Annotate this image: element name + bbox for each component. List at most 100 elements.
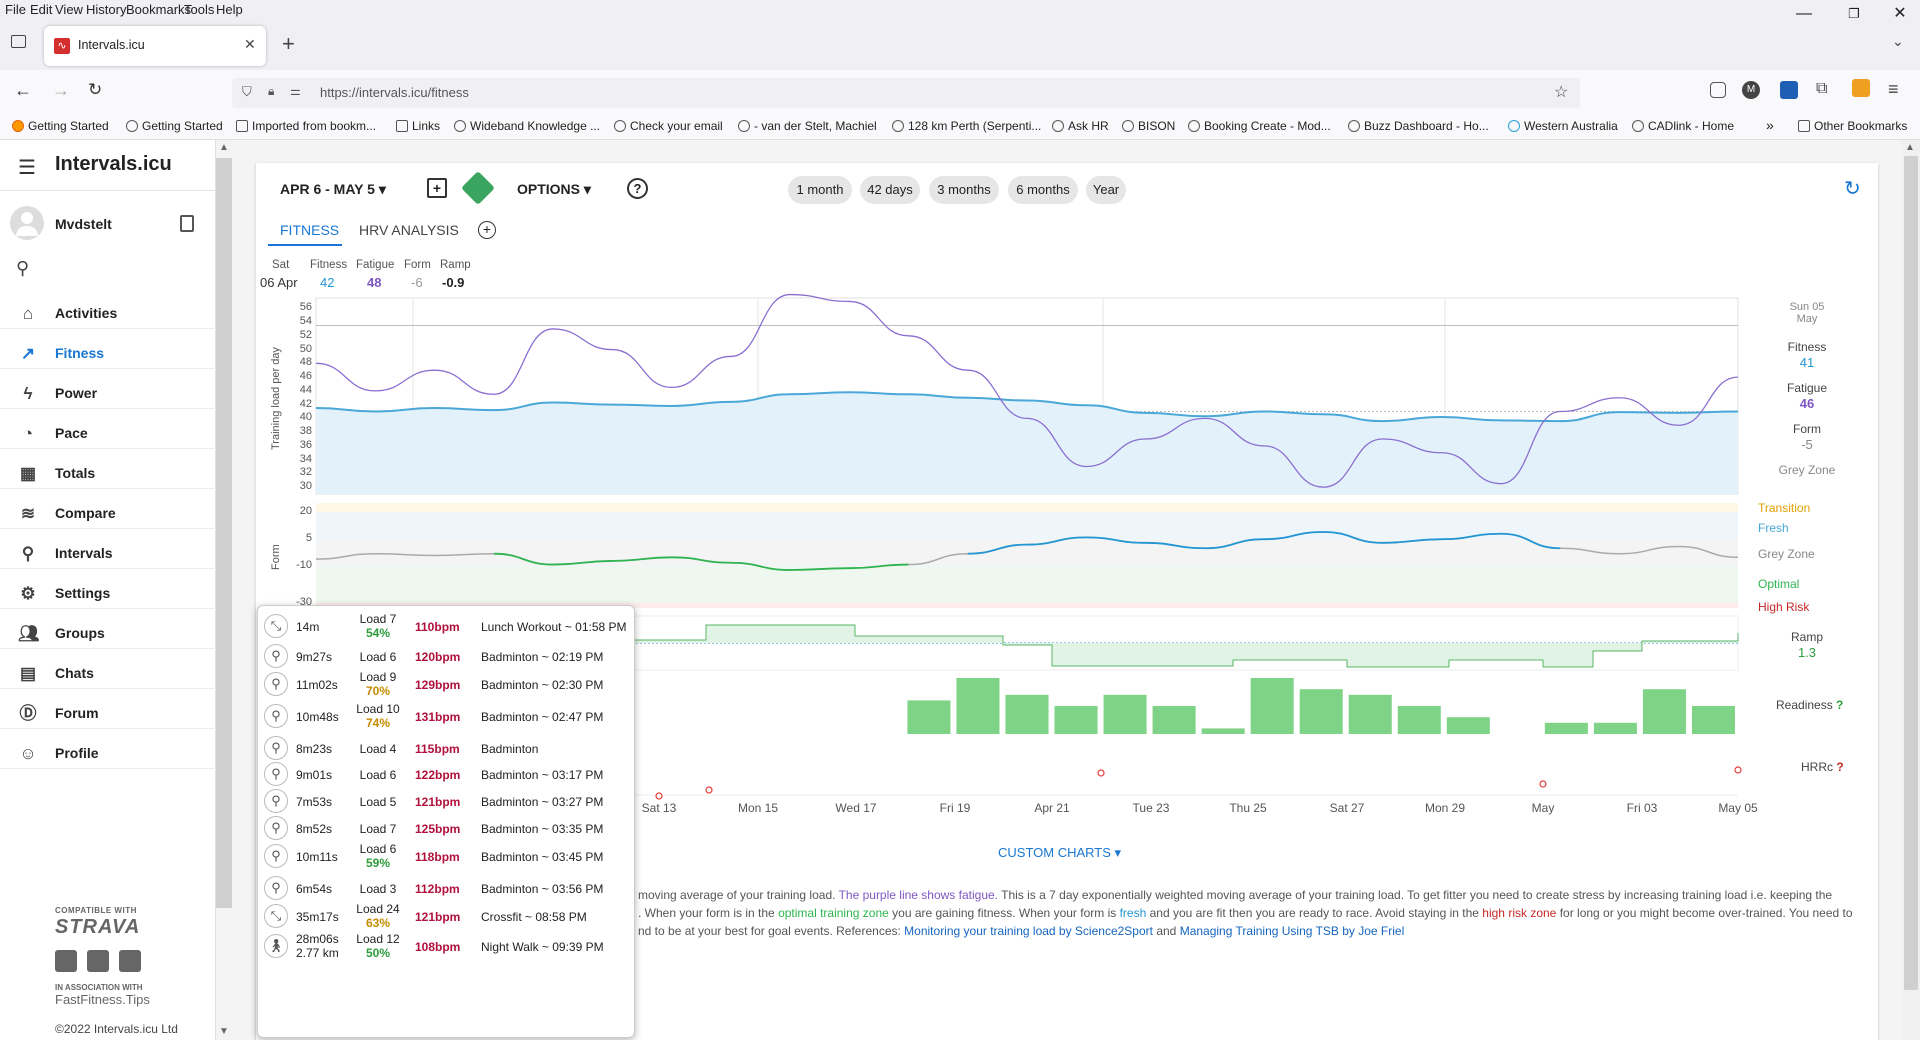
sidebar-item-intervals[interactable]: ⚲ Intervals xyxy=(0,529,216,569)
activity-row[interactable]: ⚲ 10m11s Load 6 59% 118bpm Badminton ~ 03:45 … xyxy=(258,838,636,874)
scroll-thumb[interactable] xyxy=(1904,156,1918,990)
activity-row[interactable]: ⚲ 7m53s Load 5 121bpm Badminton ~ 03:27 PM xyxy=(258,783,636,819)
custom-charts-button[interactable]: CUSTOM CHARTS ▾ xyxy=(998,845,1122,860)
notes-icon[interactable] xyxy=(180,215,194,232)
activity-name[interactable]: Night Walk ~ 09:39 PM xyxy=(481,940,604,954)
sidebar-item-power[interactable]: ϟ Power xyxy=(0,369,216,409)
menu-history[interactable]: History xyxy=(86,2,127,17)
bookmark-folder[interactable]: Imported from bookm... xyxy=(236,119,376,133)
hrrc-help-icon[interactable]: ? xyxy=(1836,760,1844,774)
sidebar-item-forum[interactable]: Ⓓ Forum xyxy=(0,689,216,729)
activity-row[interactable]: ⚲ 9m27s Load 6 120bpm Badminton ~ 02:19 PM xyxy=(258,638,636,674)
bookmark-item[interactable]: - van der Stelt, Machiel xyxy=(738,119,877,133)
menu-file[interactable]: File xyxy=(5,2,26,17)
bookmark-item[interactable]: Buzz Dashboard - Ho... xyxy=(1348,119,1489,133)
menu-view[interactable]: View xyxy=(55,2,83,17)
activity-name[interactable]: Badminton ~ 02:19 PM xyxy=(481,650,604,664)
sidebar-item-groups[interactable]: 👥︎ Groups xyxy=(0,609,216,649)
activity-name[interactable]: Badminton ~ 02:47 PM xyxy=(481,710,604,724)
sidebar-item-activities[interactable]: ⌂ Activities xyxy=(0,289,216,329)
bookmark-item[interactable]: Wideband Knowledge ... xyxy=(454,119,600,133)
bookmark-item[interactable]: 128 km Perth (Serpenti... xyxy=(892,119,1041,133)
bookmark-item[interactable]: Ask HR xyxy=(1052,119,1109,133)
app-menu-icon[interactable]: ≡ xyxy=(1888,79,1899,99)
activity-row[interactable]: ⚲ 6m54s Load 3 112bpm Badminton ~ 03:56 PM xyxy=(258,870,636,906)
sidebar-item-totals[interactable]: ▦ Totals xyxy=(0,449,216,489)
bookmark-star-icon[interactable]: ☆ xyxy=(1554,84,1569,101)
add-tab-icon[interactable]: + xyxy=(478,221,496,239)
main-scrollbar[interactable]: ▲ xyxy=(1902,140,1920,1040)
refresh-icon[interactable]: ↻ xyxy=(1844,178,1861,200)
tab-list-icon[interactable] xyxy=(11,35,26,48)
sidebar-item-profile[interactable]: ☺ Profile xyxy=(0,729,216,769)
browser-tab[interactable]: ∿ Intervals.icu ✕ xyxy=(44,26,266,66)
activity-name[interactable]: Badminton xyxy=(481,742,539,756)
sidebar-scrollbar[interactable]: ▲ ▼ xyxy=(216,140,232,1040)
bookmark-item[interactable]: BISON xyxy=(1122,119,1175,133)
new-tab-icon[interactable]: + xyxy=(282,31,295,56)
activity-row[interactable]: 🚶︎ 28m06s 2.77 km Load 12 50% 108bpm Night Wal… xyxy=(258,928,636,964)
joe-friel-link[interactable]: Managing Training Using TSB by Joe Friel xyxy=(1179,924,1405,938)
pocket-icon[interactable] xyxy=(1710,82,1726,98)
shield-icon[interactable]: ⛉ xyxy=(242,84,252,99)
strava-icon[interactable] xyxy=(119,950,141,972)
activity-name[interactable]: Badminton ~ 03:56 PM xyxy=(481,882,604,896)
brand-title[interactable]: Intervals.icu xyxy=(55,153,172,175)
account-icon[interactable]: M xyxy=(1742,81,1760,99)
username[interactable]: Mvdstelt xyxy=(55,216,112,232)
bookmark-item[interactable]: Booking Create - Mod... xyxy=(1188,119,1331,133)
tab-close-icon[interactable]: ✕ xyxy=(244,36,256,52)
activity-name[interactable]: Badminton ~ 03:27 PM xyxy=(481,795,604,809)
science2sport-link[interactable]: Monitoring your training load by Science… xyxy=(904,924,1153,938)
readiness-help-icon[interactable]: ? xyxy=(1836,698,1844,712)
notification-icon[interactable] xyxy=(1852,79,1870,97)
range-3-months[interactable]: 3 months xyxy=(929,176,999,204)
tab-hrv-analysis[interactable]: HRV ANALYSIS xyxy=(359,222,459,238)
tab-fitness[interactable]: FITNESS xyxy=(280,222,340,238)
activity-name[interactable]: Badminton ~ 02:30 PM xyxy=(481,678,604,692)
strava-logo[interactable]: STRAVA xyxy=(55,916,141,938)
range-42-days[interactable]: 42 days xyxy=(860,176,920,204)
hamburger-menu-icon[interactable]: ☰ xyxy=(18,157,36,179)
range-1-month[interactable]: 1 month xyxy=(788,176,852,204)
range-year[interactable]: Year xyxy=(1086,176,1126,204)
scroll-thumb[interactable] xyxy=(216,158,232,908)
bookmark-item[interactable]: Check your email xyxy=(614,119,723,133)
sidebar-item-settings[interactable]: ⚙ Settings xyxy=(0,569,216,609)
reload-icon[interactable]: ↻ xyxy=(88,80,103,99)
menu-help[interactable]: Help xyxy=(216,2,243,17)
bookmark-item[interactable]: Getting Started xyxy=(12,119,109,133)
bookmark-folder[interactable]: Links xyxy=(396,119,440,133)
other-bookmarks[interactable]: Other Bookmarks xyxy=(1798,119,1907,133)
activity-row[interactable]: ⚲ 8m52s Load 7 125bpm Badminton ~ 03:35 PM xyxy=(258,810,636,846)
sidebar-item-pace[interactable]: ◔ Pace xyxy=(0,409,216,449)
activity-row[interactable]: ⤡ 35m17s Load 24 63% 121bpm Crossfit ~ 08:58 … xyxy=(258,898,636,934)
calendar-add-icon[interactable]: + xyxy=(427,178,447,198)
sidebar-item-compare[interactable]: ≋ Compare xyxy=(0,489,216,529)
extensions-puzzle-icon[interactable]: ⧉ xyxy=(1816,80,1828,97)
activities-popup[interactable]: ⤡ 14m Load 7 54% 110bpm Lunch Workout ~ 01:58… xyxy=(257,605,635,1038)
date-range-select[interactable]: APR 6 - MAY 5 ▾ xyxy=(280,181,386,197)
chevron-down-icon[interactable]: ⌄ xyxy=(1892,33,1904,49)
activity-name[interactable]: Lunch Workout ~ 01:58 PM xyxy=(481,620,627,634)
activity-row[interactable]: ⤡ 14m Load 7 54% 110bpm Lunch Workout ~ 01:58… xyxy=(258,608,636,644)
bookmark-item[interactable]: Getting Started xyxy=(126,119,223,133)
activity-row[interactable]: ⚲ 11m02s Load 9 70% 129bpm Badminton ~ 02:30 … xyxy=(258,666,636,702)
url-bar[interactable]: ⛉ 🔒︎ ⚌ https://intervals.icu/fitness ☆ xyxy=(232,78,1580,108)
lock-icon[interactable]: 🔒︎ xyxy=(268,84,275,98)
activity-row[interactable]: ⚲ 9m01s Load 6 122bpm Badminton ~ 03:17 PM xyxy=(258,756,636,792)
activity-row[interactable]: ⚲ 8m23s Load 4 115bpm Badminton xyxy=(258,730,636,766)
activity-name[interactable]: Crossfit ~ 08:58 PM xyxy=(481,910,587,924)
twitter-icon[interactable] xyxy=(55,950,77,972)
activity-name[interactable]: Badminton ~ 03:17 PM xyxy=(481,768,604,782)
facebook-icon[interactable] xyxy=(87,950,109,972)
range-6-months[interactable]: 6 months xyxy=(1008,176,1078,204)
activity-row[interactable]: ⚲ 10m48s Load 10 74% 131bpm Badminton ~ 02:47… xyxy=(258,698,636,734)
activity-name[interactable]: Badminton ~ 03:45 PM xyxy=(481,850,604,864)
permissions-icon[interactable]: ⚌ xyxy=(290,84,301,98)
forward-icon[interactable]: → xyxy=(52,80,70,100)
extension-icon[interactable] xyxy=(1780,81,1798,99)
fastfitness-link[interactable]: FastFitness.Tips xyxy=(55,992,150,1007)
sidebar-item-chats[interactable]: ▤ Chats xyxy=(0,649,216,689)
